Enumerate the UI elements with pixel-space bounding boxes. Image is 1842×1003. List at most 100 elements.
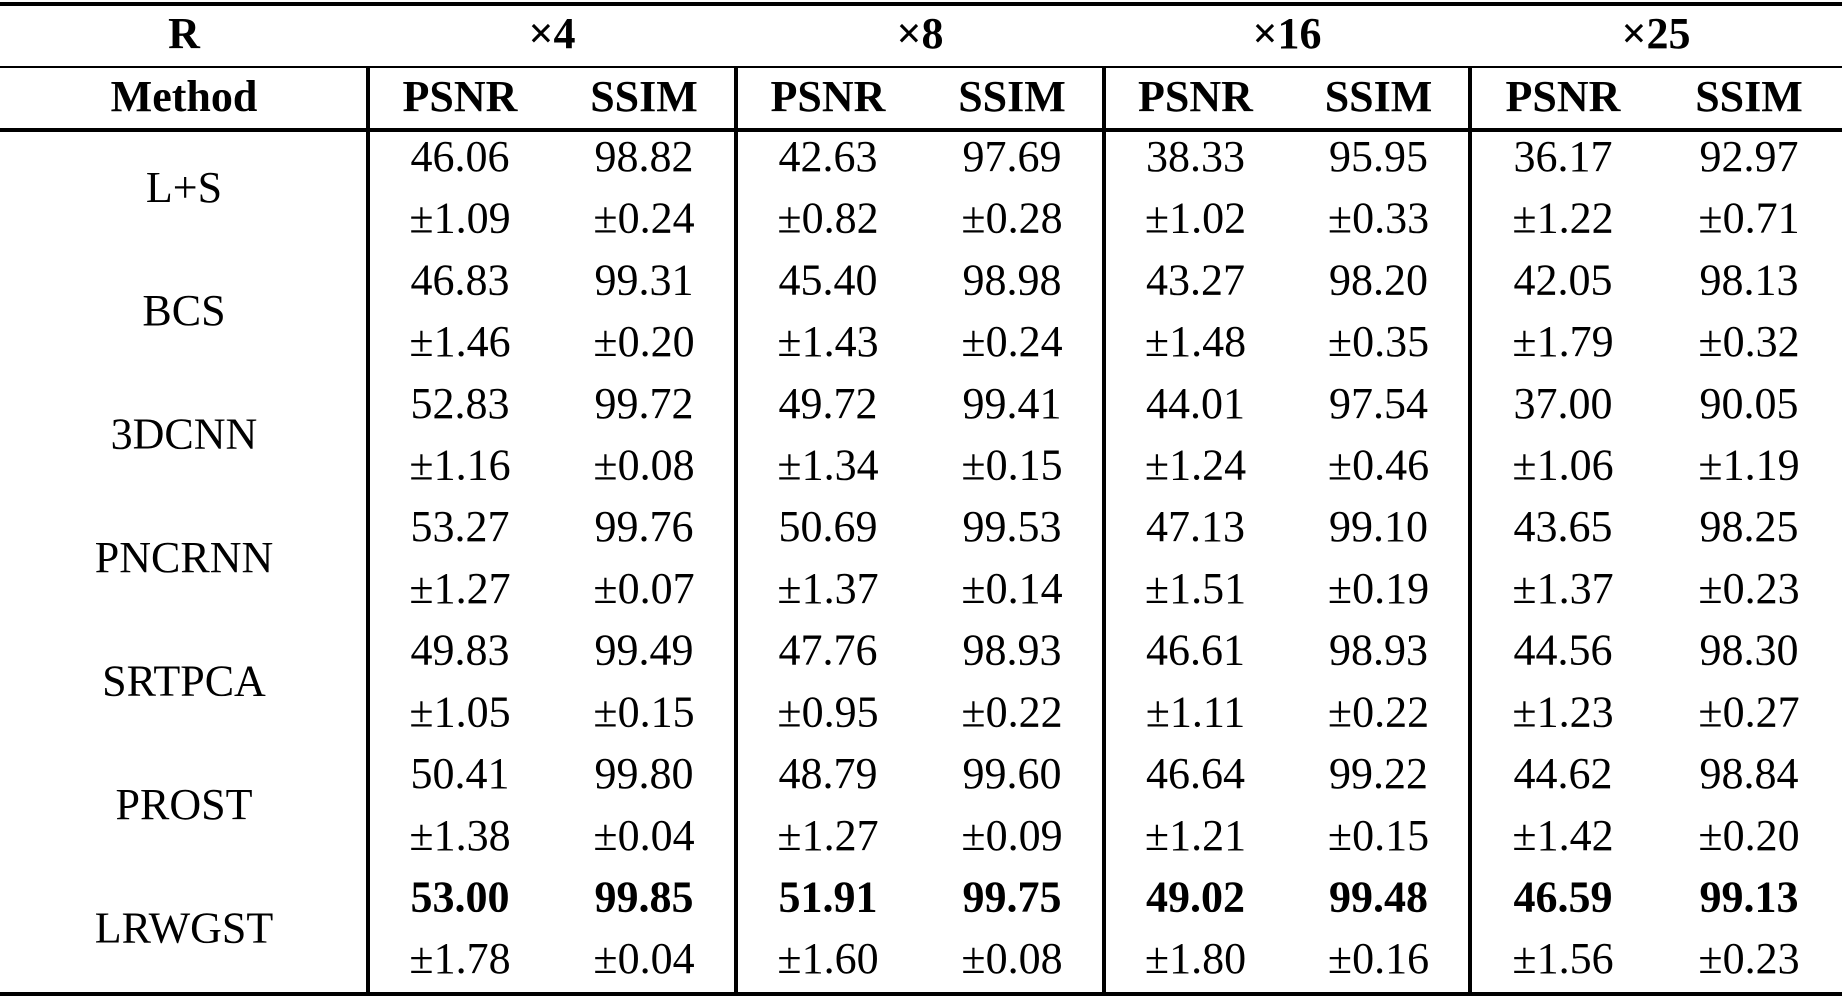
- std-value: ±1.16: [409, 441, 510, 490]
- mean-value: 99.31: [595, 255, 694, 304]
- mean-value: 50.41: [411, 749, 510, 798]
- mean-value: 98.13: [1700, 255, 1799, 304]
- std-value: ±1.56: [1512, 934, 1613, 983]
- std-value: ±1.34: [777, 441, 878, 490]
- mean-value: 53.00: [411, 873, 510, 922]
- std-value: ±1.19: [1698, 441, 1799, 490]
- std-value: ±0.35: [1328, 317, 1429, 366]
- metric-header: SSIM: [590, 72, 698, 121]
- mean-value: 46.83: [411, 255, 510, 304]
- mean-value: 46.59: [1514, 873, 1613, 922]
- std-value: ±1.80: [1145, 934, 1246, 983]
- std-value: ±1.78: [409, 934, 510, 983]
- mean-value: 49.72: [779, 379, 878, 428]
- mean-value: 98.25: [1700, 502, 1799, 551]
- mean-value: 44.62: [1514, 749, 1613, 798]
- std-value: ±0.71: [1698, 194, 1799, 243]
- mean-value: 98.82: [595, 132, 694, 181]
- std-value: ±1.43: [777, 317, 878, 366]
- mean-value: 98.20: [1329, 255, 1428, 304]
- mean-value: 98.84: [1700, 749, 1799, 798]
- std-value: ±0.46: [1328, 441, 1429, 490]
- mean-value: 45.40: [779, 255, 878, 304]
- mean-value: 99.10: [1329, 502, 1428, 551]
- std-value: ±0.82: [777, 194, 878, 243]
- std-value: ±0.33: [1328, 194, 1429, 243]
- std-value: ±0.08: [593, 441, 694, 490]
- group-header: ×4: [528, 9, 575, 58]
- header-cell: R: [168, 9, 201, 58]
- mean-value: 44.56: [1514, 626, 1613, 675]
- std-value: ±0.20: [1698, 811, 1799, 860]
- mean-value: 46.64: [1146, 749, 1245, 798]
- std-value: ±0.22: [1328, 687, 1429, 736]
- mean-value: 99.76: [595, 502, 694, 551]
- std-value: ±1.23: [1512, 687, 1613, 736]
- mean-value: 99.41: [963, 379, 1062, 428]
- mean-value: 99.49: [595, 626, 694, 675]
- std-value: ±0.24: [961, 317, 1062, 366]
- mean-value: 46.61: [1146, 626, 1245, 675]
- mean-value: 98.30: [1700, 626, 1799, 675]
- mean-value: 99.80: [595, 749, 694, 798]
- std-value: ±1.48: [1145, 317, 1246, 366]
- method-name: SRTPCA: [102, 657, 266, 706]
- metric-header: SSIM: [1695, 72, 1803, 121]
- std-value: ±1.51: [1145, 564, 1246, 613]
- std-value: ±1.79: [1512, 317, 1613, 366]
- std-value: ±0.15: [1328, 811, 1429, 860]
- std-value: ±0.27: [1698, 687, 1799, 736]
- method-name: PROST: [116, 780, 253, 829]
- mean-value: 53.27: [411, 502, 510, 551]
- mean-value: 99.53: [963, 502, 1062, 551]
- mean-value: 99.85: [595, 873, 694, 922]
- mean-value: 97.69: [963, 132, 1062, 181]
- metric-header: SSIM: [958, 72, 1066, 121]
- mean-value: 98.98: [963, 255, 1062, 304]
- header-cell: Method: [111, 72, 258, 121]
- mean-value: 98.93: [963, 626, 1062, 675]
- std-value: ±0.28: [961, 194, 1062, 243]
- std-value: ±1.11: [1146, 687, 1246, 736]
- mean-value: 99.60: [963, 749, 1062, 798]
- std-value: ±1.24: [1145, 441, 1246, 490]
- mean-value: 37.00: [1514, 379, 1613, 428]
- std-value: ±1.42: [1512, 811, 1613, 860]
- std-value: ±1.09: [409, 194, 510, 243]
- std-value: ±0.08: [961, 934, 1062, 983]
- std-value: ±0.19: [1328, 564, 1429, 613]
- mean-value: 98.93: [1329, 626, 1428, 675]
- mean-value: 50.69: [779, 502, 878, 551]
- mean-value: 99.75: [963, 873, 1062, 922]
- std-value: ±1.37: [1512, 564, 1613, 613]
- mean-value: 52.83: [411, 379, 510, 428]
- std-value: ±0.22: [961, 687, 1062, 736]
- mean-value: 38.33: [1146, 132, 1245, 181]
- mean-value: 92.97: [1700, 132, 1799, 181]
- std-value: ±0.04: [593, 934, 694, 983]
- std-value: ±0.20: [593, 317, 694, 366]
- std-value: ±0.04: [593, 811, 694, 860]
- mean-value: 99.72: [595, 379, 694, 428]
- mean-value: 49.83: [411, 626, 510, 675]
- std-value: ±1.38: [409, 811, 510, 860]
- method-name: L+S: [146, 163, 222, 212]
- std-value: ±1.37: [777, 564, 878, 613]
- std-value: ±1.46: [409, 317, 510, 366]
- group-header: ×8: [896, 9, 943, 58]
- std-value: ±1.27: [409, 564, 510, 613]
- mean-value: 49.02: [1146, 873, 1245, 922]
- method-name: BCS: [142, 286, 225, 335]
- metric-header: PSNR: [771, 72, 887, 121]
- std-value: ±1.27: [777, 811, 878, 860]
- mean-value: 51.91: [779, 873, 878, 922]
- metric-header: PSNR: [403, 72, 519, 121]
- method-name: LRWGST: [95, 903, 274, 952]
- std-value: ±1.05: [409, 687, 510, 736]
- mean-value: 46.06: [411, 132, 510, 181]
- mean-value: 36.17: [1514, 132, 1613, 181]
- method-name: PNCRNN: [95, 533, 274, 582]
- std-value: ±1.22: [1512, 194, 1613, 243]
